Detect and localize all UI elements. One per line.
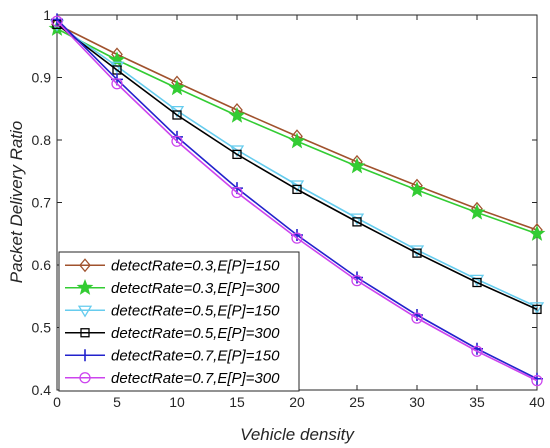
data-point (288, 132, 306, 149)
x-tick-label: 30 (409, 394, 425, 410)
x-tick-label: 40 (529, 394, 545, 410)
legend-box (58, 251, 300, 392)
data-point (108, 51, 126, 68)
legend-label: detectRate=0.7,E[P]=150 (111, 347, 280, 364)
y-axis-title: Packet Delivery Ratio (7, 121, 26, 284)
legend-entry: detectRate=0.3,E[P]=300 (65, 278, 280, 297)
series-line (56, 20, 538, 382)
y-tick-label: 0.7 (32, 195, 52, 211)
x-axis: 0 5 10 15 20 25 30 35 40 (53, 15, 545, 410)
legend: detectRate=0.3,E[P]=150 detectRate=0.3,E[… (58, 251, 300, 392)
legend-label: detectRate=0.5,E[P]=150 (111, 302, 280, 319)
legend-marker (79, 372, 91, 384)
y-tick-label: 1 (43, 7, 51, 23)
series (51, 15, 543, 387)
data-point (351, 274, 363, 287)
legend-marker (79, 258, 91, 273)
data-point (531, 374, 543, 387)
series-line (56, 23, 538, 311)
legend-entry: detectRate=0.7,E[P]=300 (65, 370, 280, 387)
y-tick-label: 0.4 (32, 382, 52, 398)
y-tick-label: 0.5 (32, 320, 52, 336)
data-point (168, 79, 186, 96)
data-point (471, 345, 483, 357)
series-layer (48, 13, 546, 387)
y-axis: 0.4 0.5 0.6 0.7 0.8 0.9 1 (32, 7, 537, 398)
data-point (291, 232, 303, 244)
data-point (349, 213, 365, 226)
data-point (348, 157, 366, 174)
data-point (472, 277, 482, 288)
x-tick-label: 5 (113, 394, 121, 410)
legend-marker (79, 349, 91, 362)
y-tick-label: 0.6 (32, 257, 52, 273)
series (52, 19, 542, 315)
data-point (171, 135, 183, 147)
data-point (231, 186, 243, 199)
data-point (528, 224, 546, 241)
data-point (232, 149, 242, 160)
data-point (292, 184, 302, 195)
data-point (352, 217, 362, 227)
data-point (172, 110, 182, 120)
x-tick-label: 35 (469, 394, 485, 410)
y-tick-label: 0.9 (32, 70, 52, 86)
legend-label: detectRate=0.3,E[P]=300 (111, 280, 280, 297)
y-tick-label: 0.8 (32, 132, 52, 148)
legend-label: detectRate=0.3,E[P]=150 (111, 257, 280, 274)
legend-entry: detectRate=0.3,E[P]=150 (65, 257, 280, 274)
legend-label: detectRate=0.5,E[P]=300 (111, 325, 280, 342)
data-point (468, 203, 486, 220)
data-point (412, 248, 422, 258)
x-tick-label: 25 (349, 394, 365, 410)
x-axis-title: Vehicle density (240, 425, 355, 444)
data-point (532, 304, 542, 315)
data-point (408, 181, 426, 198)
data-point (51, 15, 63, 27)
legend-marker (80, 328, 90, 338)
legend-entry: detectRate=0.5,E[P]=300 (65, 325, 280, 342)
x-tick-label: 0 (53, 394, 61, 410)
x-tick-label: 20 (289, 394, 305, 410)
data-point (111, 78, 123, 90)
legend-marker (76, 278, 94, 295)
legend-entry: detectRate=0.5,E[P]=150 (65, 302, 280, 319)
data-point (228, 106, 246, 123)
legend-label: detectRate=0.7,E[P]=300 (111, 370, 280, 387)
x-tick-label: 15 (229, 394, 245, 410)
data-point (411, 312, 423, 324)
legend-entry: detectRate=0.7,E[P]=150 (65, 347, 280, 364)
x-tick-label: 10 (169, 394, 185, 410)
legend-marker (77, 305, 93, 318)
